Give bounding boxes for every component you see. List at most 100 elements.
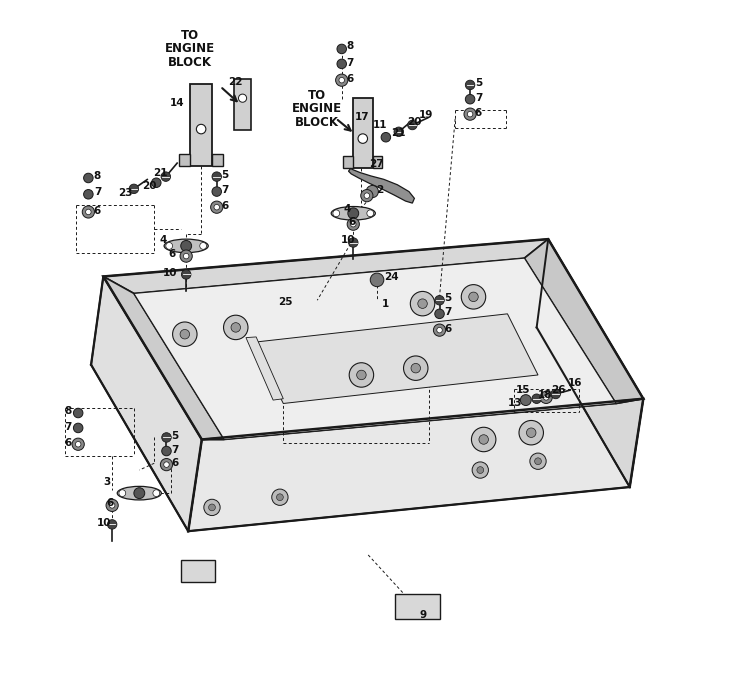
Circle shape bbox=[520, 395, 531, 406]
Polygon shape bbox=[181, 560, 214, 582]
Text: 5: 5 bbox=[171, 431, 178, 441]
Text: 23: 23 bbox=[118, 188, 133, 198]
Polygon shape bbox=[537, 239, 644, 487]
Circle shape bbox=[335, 74, 348, 87]
Text: 25: 25 bbox=[278, 297, 293, 307]
Text: 6: 6 bbox=[64, 438, 72, 448]
Circle shape bbox=[333, 210, 340, 217]
Circle shape bbox=[472, 462, 488, 478]
Polygon shape bbox=[349, 168, 415, 203]
Circle shape bbox=[358, 134, 368, 143]
Text: 7: 7 bbox=[444, 308, 452, 318]
Text: 6: 6 bbox=[349, 217, 355, 227]
Circle shape bbox=[348, 208, 358, 219]
Circle shape bbox=[211, 201, 223, 213]
Polygon shape bbox=[246, 337, 284, 400]
Text: 11: 11 bbox=[373, 120, 388, 130]
Circle shape bbox=[224, 315, 248, 340]
Circle shape bbox=[184, 253, 189, 259]
Circle shape bbox=[479, 434, 488, 444]
Polygon shape bbox=[179, 153, 190, 166]
Text: 6: 6 bbox=[94, 205, 101, 216]
Circle shape bbox=[196, 124, 206, 134]
Circle shape bbox=[110, 503, 115, 508]
Circle shape bbox=[364, 193, 370, 198]
Text: ENGINE: ENGINE bbox=[292, 102, 342, 115]
Circle shape bbox=[166, 243, 172, 250]
Text: 10: 10 bbox=[340, 235, 355, 246]
Polygon shape bbox=[352, 98, 373, 168]
Circle shape bbox=[134, 488, 145, 499]
Circle shape bbox=[526, 428, 536, 437]
Circle shape bbox=[129, 184, 139, 194]
Circle shape bbox=[347, 218, 359, 231]
Polygon shape bbox=[524, 239, 644, 404]
Circle shape bbox=[72, 438, 84, 450]
Text: 7: 7 bbox=[94, 188, 101, 197]
Circle shape bbox=[162, 446, 171, 456]
Ellipse shape bbox=[164, 239, 209, 253]
Circle shape bbox=[200, 243, 206, 250]
Circle shape bbox=[82, 206, 94, 218]
Polygon shape bbox=[134, 258, 616, 439]
Circle shape bbox=[544, 395, 549, 400]
Polygon shape bbox=[212, 153, 223, 166]
Text: 8: 8 bbox=[64, 406, 72, 416]
Text: 6: 6 bbox=[346, 74, 354, 84]
Text: 6: 6 bbox=[221, 201, 229, 211]
Text: 6: 6 bbox=[171, 458, 178, 469]
Circle shape bbox=[204, 499, 220, 516]
Text: 19: 19 bbox=[419, 110, 434, 121]
Circle shape bbox=[464, 108, 476, 120]
Text: BLOCK: BLOCK bbox=[168, 56, 212, 69]
Circle shape bbox=[418, 299, 428, 308]
Circle shape bbox=[181, 241, 191, 252]
Text: 26: 26 bbox=[551, 385, 566, 395]
Circle shape bbox=[162, 432, 171, 442]
Text: 9: 9 bbox=[419, 610, 426, 620]
Circle shape bbox=[465, 94, 475, 104]
Text: TO: TO bbox=[182, 29, 200, 42]
Circle shape bbox=[160, 458, 172, 471]
Circle shape bbox=[76, 441, 81, 447]
Text: 22: 22 bbox=[228, 76, 243, 87]
Circle shape bbox=[472, 427, 496, 451]
Ellipse shape bbox=[117, 486, 161, 500]
Circle shape bbox=[164, 462, 170, 467]
Circle shape bbox=[350, 363, 374, 387]
Text: 7: 7 bbox=[475, 93, 482, 103]
Polygon shape bbox=[343, 156, 352, 168]
Text: 20: 20 bbox=[407, 117, 422, 128]
Polygon shape bbox=[104, 239, 548, 293]
Circle shape bbox=[272, 489, 288, 505]
Circle shape bbox=[238, 94, 247, 102]
Circle shape bbox=[180, 250, 192, 262]
Text: 3: 3 bbox=[104, 477, 110, 487]
Circle shape bbox=[461, 284, 486, 309]
Text: 2: 2 bbox=[376, 186, 383, 195]
Polygon shape bbox=[234, 80, 251, 130]
Text: 13: 13 bbox=[508, 398, 522, 409]
Circle shape bbox=[74, 424, 83, 432]
Text: 10: 10 bbox=[97, 518, 111, 528]
Circle shape bbox=[339, 78, 344, 83]
Circle shape bbox=[107, 520, 117, 529]
Circle shape bbox=[74, 409, 83, 418]
Text: 17: 17 bbox=[355, 112, 369, 122]
Text: 27: 27 bbox=[369, 160, 383, 169]
Circle shape bbox=[411, 364, 421, 373]
Circle shape bbox=[337, 44, 346, 54]
Circle shape bbox=[433, 324, 445, 336]
Text: 20: 20 bbox=[142, 181, 157, 191]
Text: 7: 7 bbox=[221, 186, 229, 195]
Text: TO: TO bbox=[308, 89, 326, 102]
Text: 21: 21 bbox=[154, 168, 168, 177]
Circle shape bbox=[83, 173, 93, 183]
Circle shape bbox=[349, 238, 358, 248]
Circle shape bbox=[277, 494, 284, 501]
Text: 8: 8 bbox=[346, 41, 354, 51]
Ellipse shape bbox=[332, 207, 375, 220]
Circle shape bbox=[337, 59, 346, 69]
Circle shape bbox=[119, 490, 126, 496]
Circle shape bbox=[86, 209, 91, 215]
